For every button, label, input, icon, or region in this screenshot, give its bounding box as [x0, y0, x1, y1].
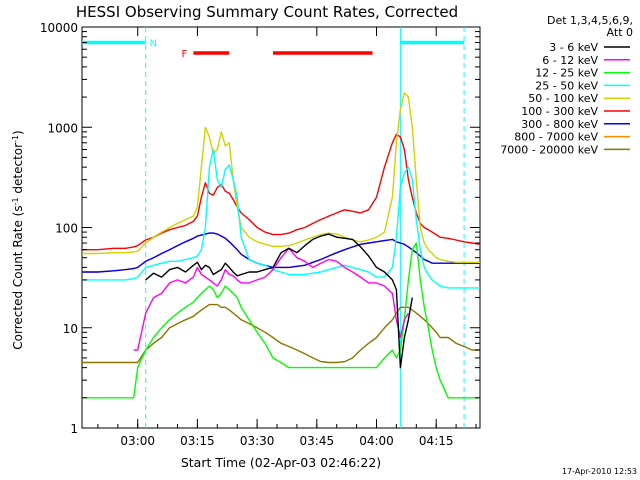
y-tick-label: 100: [55, 222, 78, 236]
series-line-9: [82, 303, 480, 364]
legend-label: 3 - 6 keV: [549, 41, 598, 54]
chart-title: HESSI Observing Summary Count Rates, Cor…: [76, 3, 458, 21]
legend-label: 7000 - 20000 keV: [500, 143, 598, 156]
y-axis-label-mid: detector: [11, 143, 25, 198]
legend-label: 25 - 50 keV: [535, 79, 598, 92]
x-tick-label: 03:30: [240, 434, 275, 448]
y-tick-label: 1000: [47, 121, 78, 135]
x-tick-label: 03:15: [180, 434, 215, 448]
series-line-6: [82, 133, 481, 251]
legend-header-2: Att 0: [607, 26, 633, 39]
series-line-4: [82, 148, 480, 289]
plot-area: NF: [82, 27, 481, 428]
legend-label: 6 - 12 keV: [542, 54, 598, 67]
y-tick-label: 10000: [40, 21, 78, 35]
y-axis-label-end: ): [11, 130, 25, 135]
series-line-3: [82, 242, 480, 399]
legend-header-1: Det 1,3,4,5,6,9,: [547, 14, 633, 27]
x-tick-label: 04:15: [419, 434, 454, 448]
y-tick-label: 10: [63, 322, 78, 336]
y-axis-label-sup1: -1: [11, 197, 20, 205]
x-tick-label: 03:00: [120, 434, 155, 448]
y-axis-label-sup2: -1: [11, 135, 20, 143]
axes: 1 10 100 1000 10000 03:00 03:15 03:30 03:45 04:00…: [40, 21, 480, 448]
series-line-2: [133, 247, 410, 351]
series-line-5: [82, 92, 480, 263]
legend-label: 50 - 100 keV: [528, 92, 598, 105]
series-line-7: [82, 232, 480, 273]
legend-label: 100 - 300 keV: [521, 105, 598, 118]
legend-label: 300 - 800 keV: [521, 118, 598, 131]
x-axis-label: Start Time (02-Apr-03 02:46:22): [181, 455, 381, 470]
y-tick-label: 1: [70, 422, 78, 436]
x-tick-label: 03:45: [300, 434, 335, 448]
series-line-1: [145, 233, 413, 369]
y-axis-label: Corrected Count Rate (s-1 detector-1): [11, 130, 26, 349]
state-annotation: N: [150, 39, 157, 50]
x-tick-label: 04:00: [359, 434, 394, 448]
legend-label: 12 - 25 keV: [535, 67, 598, 80]
y-axis-label-main: Corrected Count Rate (s: [11, 205, 25, 349]
legend-label: 800 - 7000 keV: [514, 131, 598, 144]
footer-date: 17-Apr-2010 12:53: [562, 467, 637, 476]
state-annotation: F: [182, 49, 188, 60]
